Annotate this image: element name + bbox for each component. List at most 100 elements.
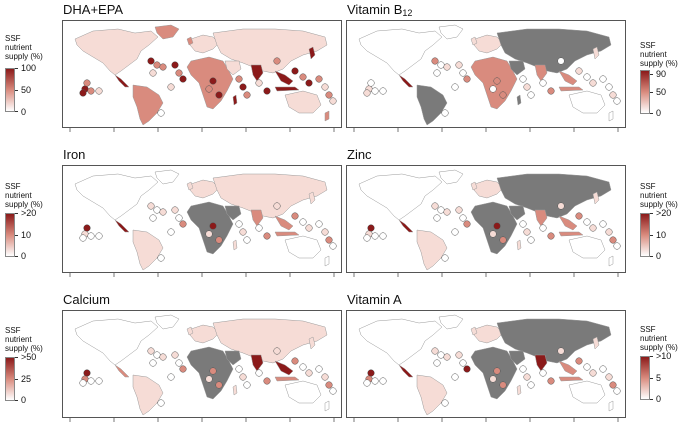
island-marker [215,381,223,389]
legend-mid-label: 25 [21,374,32,384]
island-marker [305,369,313,377]
axis-ticks [69,418,335,422]
legend-min-label: 0 [656,394,662,404]
island-marker [179,220,187,228]
island-marker [443,208,451,216]
island-marker [149,69,157,77]
island-marker [305,79,313,87]
island-marker [215,91,223,99]
island-marker [613,97,621,105]
island-marker [315,365,323,373]
legend-min-label: 0 [656,251,662,261]
island-marker [363,379,371,387]
island-marker [523,373,531,381]
region-india [534,64,548,82]
region-japan [308,336,316,350]
island-marker [493,77,501,85]
legend-title: SSF nutrient supply (%) [640,182,678,209]
region-japan [308,46,316,60]
island-marker [157,254,165,262]
island-marker [171,61,179,69]
island-marker [363,89,371,97]
island-marker [321,373,329,381]
island-marker [599,365,607,373]
island-marker [451,228,459,236]
island-marker [179,365,187,373]
island-marker [159,63,167,71]
island-marker [463,365,471,373]
region-asia [212,318,328,364]
region-australia [568,235,606,259]
region-arabia [508,350,526,366]
region-madagascar [232,94,238,106]
island-marker [523,228,531,236]
island-marker [299,73,307,81]
region-seAsia [558,215,578,231]
region-japan [592,46,600,60]
legend-title: SSF nutrient supply (%) [5,34,43,61]
island-marker [315,75,323,83]
region-asia [496,318,612,364]
island-marker [291,67,299,75]
region-seAsia [274,215,294,231]
island-marker [463,220,471,228]
island-marker [557,57,565,65]
island-marker [575,212,583,220]
island-marker [255,369,263,377]
region-madagascar [232,384,238,396]
legend-b12: SSF nutrient supply (%) 90 50 0 [640,41,685,131]
island-marker [87,377,95,385]
island-marker [235,365,243,373]
island-marker [583,73,591,81]
region-uk [470,181,478,191]
region-northAmerica [74,318,159,366]
island-marker [79,379,87,387]
region-asia [212,173,328,219]
island-marker [437,206,445,214]
island-marker [463,75,471,83]
region-centralAmerica [114,364,130,378]
island-marker [239,83,247,91]
legend-mid-label: 50 [21,85,32,95]
region-nz [608,255,614,267]
island-marker [557,202,565,210]
island-marker [557,347,565,355]
island-marker [263,232,271,240]
region-japan [592,191,600,205]
island-marker [583,218,591,226]
legend-max-label: >20 [21,208,37,218]
world-map [74,24,337,126]
island-marker [459,359,467,367]
axis-ticks [69,273,335,277]
island-marker [379,377,387,385]
map-dha [62,20,342,128]
island-marker [599,75,607,83]
island-marker [431,347,439,355]
region-india [534,209,548,227]
region-europe [473,34,504,54]
island-marker [171,351,179,359]
island-marker [329,242,337,250]
region-europe [473,179,504,199]
island-marker [547,232,555,240]
legend-min-label: 0 [21,107,27,117]
legend-colorbar [5,68,15,112]
island-marker [273,202,281,210]
island-marker [455,351,463,359]
island-marker [153,206,161,214]
world-map [358,24,621,126]
region-india [534,354,548,372]
island-marker [379,232,387,240]
island-marker [451,83,459,91]
island-marker [527,236,535,244]
island-marker [255,224,263,232]
island-marker [493,222,501,230]
region-northAmerica [74,28,159,76]
region-nz [324,255,330,267]
island-marker [79,234,87,242]
region-australia [284,90,322,114]
island-marker [235,220,243,228]
island-marker [325,236,333,244]
region-europe [189,324,220,344]
island-marker [95,87,103,95]
